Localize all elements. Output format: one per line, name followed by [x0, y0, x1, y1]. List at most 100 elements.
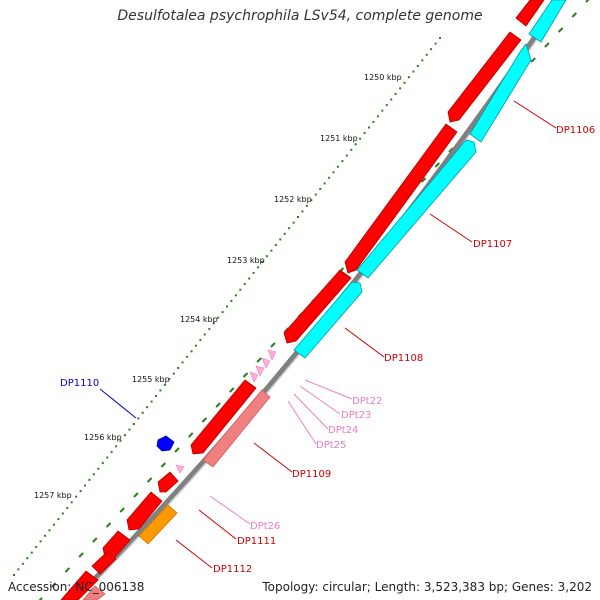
leader-dpt24 — [293, 393, 329, 430]
ruler-dot — [265, 255, 268, 258]
ruler-dot — [310, 199, 313, 202]
trna-dpt25[interactable] — [249, 371, 259, 383]
ruler-dot — [212, 322, 215, 325]
kbp-tick-mark — [256, 357, 262, 363]
trna-dpt22[interactable] — [267, 349, 277, 361]
kbp-tick-mark — [92, 537, 98, 543]
ruler-dot — [430, 48, 433, 51]
ruler-dot — [208, 327, 211, 330]
label-dpt25[interactable]: DPt25 — [316, 440, 346, 451]
kbp-tick-mark — [201, 417, 208, 423]
ruler-dot — [274, 244, 277, 246]
ruler-dot — [230, 299, 233, 302]
ruler-dot — [385, 104, 388, 107]
ruler-dot — [434, 42, 437, 45]
kbp-tick-mark — [78, 552, 84, 558]
ruler-dot — [128, 428, 131, 431]
accession-text: Accession: NC_006138 — [8, 580, 145, 594]
kbp-tick-mark — [50, 582, 57, 588]
gene-dp1107-arrow[interactable] — [344, 123, 458, 274]
ruler-dot — [381, 109, 384, 112]
ruler-dot — [186, 355, 189, 358]
label-dpt22[interactable]: DPt22 — [352, 396, 382, 407]
ruler-dot — [146, 406, 149, 409]
kbp-tick-mark — [585, 0, 590, 3]
ruler-dot — [110, 450, 113, 453]
kbp-tick-mark — [242, 372, 249, 378]
ruler-dot — [168, 378, 171, 381]
trna-dpt23[interactable] — [261, 357, 271, 369]
gene-dp1110-feature[interactable] — [156, 435, 175, 452]
kbp-tick-mark — [229, 387, 235, 393]
ruler-dot — [359, 137, 362, 140]
label-dp1110[interactable]: DP1110 — [60, 378, 99, 389]
ruler-dot — [92, 473, 95, 476]
gene-dp1111-orange-arrow[interactable] — [138, 504, 178, 545]
outer-dotted-ruler — [13, 37, 441, 576]
ruler-dot — [288, 227, 291, 230]
kbp-label-1250: 1250 kbp — [364, 73, 402, 82]
ruler-dot — [234, 294, 237, 297]
gene-dp1109-pseudo-arrow[interactable] — [202, 389, 271, 468]
label-dpt23[interactable]: DPt23 — [341, 410, 371, 421]
trna-dpt24[interactable] — [255, 365, 265, 377]
ruler-dot — [399, 87, 402, 90]
gene-features — [60, 0, 567, 600]
ruler-dot — [314, 193, 317, 196]
kbp-tick-mark — [146, 477, 153, 483]
gene-dp1112-b-arrow[interactable] — [91, 550, 117, 575]
ruler-dot — [226, 305, 228, 308]
kbp-tick-mark — [160, 462, 167, 468]
gene-dp1106-arrow[interactable] — [447, 31, 522, 123]
ruler-dot — [84, 484, 86, 487]
gene-dp1113-arrow[interactable] — [60, 570, 99, 600]
kbp-label-1251: 1251 kbp — [320, 134, 358, 143]
ruler-dot — [394, 92, 397, 95]
ruler-dot — [221, 311, 224, 314]
ruler-dot — [70, 501, 73, 504]
gene-dp1109-arrow[interactable] — [190, 379, 257, 455]
trna-dpt26[interactable] — [175, 464, 185, 474]
label-dp1108[interactable]: DP1108 — [384, 353, 423, 364]
ruler-dot — [336, 165, 339, 168]
ruler-dot — [203, 333, 206, 336]
ruler-dot — [52, 523, 55, 526]
leader-dp1110 — [99, 388, 137, 419]
label-dp1106[interactable]: DP1106 — [556, 125, 595, 136]
kbp-label-1254: 1254 kbp — [180, 315, 218, 324]
label-dpt26[interactable]: DPt26 — [250, 521, 280, 532]
label-dpt24[interactable]: DPt24 — [328, 425, 358, 436]
leader-dp1111 — [198, 509, 237, 540]
label-dp1109[interactable]: DP1109 — [292, 469, 331, 480]
kbp-tick-mark — [119, 507, 125, 513]
ruler-dot — [252, 271, 255, 274]
label-dp1111[interactable]: DP1111 — [237, 536, 276, 547]
ruler-dot — [297, 216, 299, 218]
ruler-dot — [190, 350, 193, 353]
kbp-tick-mark — [434, 162, 441, 168]
gene-dp1111-b-arrow[interactable] — [126, 491, 163, 531]
leader-dpt25 — [287, 400, 317, 445]
ruler-dot — [257, 266, 260, 269]
label-dp1112[interactable]: DP1112 — [213, 564, 252, 575]
ruler-dot — [66, 506, 69, 509]
gene-dp1108-reverse-arrow[interactable] — [293, 281, 363, 359]
gene-cyan-top-arrow[interactable] — [528, 0, 567, 43]
gene-dp1106-reverse-arrow[interactable] — [469, 43, 532, 143]
label-dp1107[interactable]: DP1107 — [473, 239, 512, 250]
gene-dp1112-pseudo-arrow[interactable] — [82, 585, 106, 600]
kbp-tick-mark — [270, 342, 276, 348]
gene-dp1106-prev-arrow[interactable] — [515, 0, 545, 27]
ruler-dot — [363, 132, 366, 135]
ruler-dot — [292, 221, 295, 224]
gene-labels: DP1106 DP1107 DP1108 DP1109 DP1111 DP111… — [60, 125, 595, 575]
kbp-tick-mark — [557, 27, 564, 33]
ruler-dot — [123, 434, 126, 437]
gene-dp1107-reverse-arrow[interactable] — [356, 139, 477, 279]
kbp-label-1252: 1252 kbp — [274, 195, 312, 204]
ruler-dot — [243, 283, 246, 286]
gene-dp1108-arrow[interactable] — [283, 269, 352, 344]
ruler-dot — [439, 37, 441, 39]
ruler-dot — [155, 395, 157, 397]
gene-dp1111-arrow[interactable] — [157, 471, 179, 493]
